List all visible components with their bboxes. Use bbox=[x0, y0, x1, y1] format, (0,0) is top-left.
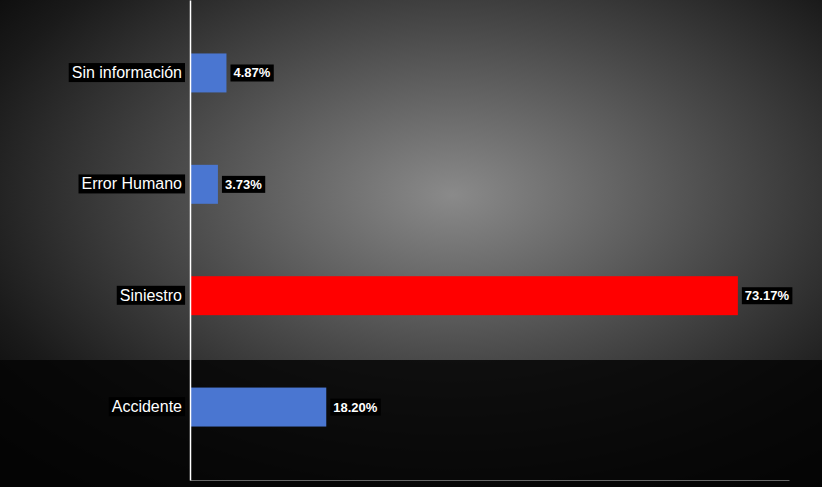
label-background bbox=[742, 287, 793, 304]
category-label: Sin información bbox=[72, 64, 182, 81]
data-label: 18.20% bbox=[333, 400, 378, 415]
category-label: Error Humano bbox=[82, 175, 183, 192]
data-label: 73.17% bbox=[745, 288, 790, 303]
data-label: 3.73% bbox=[225, 177, 262, 192]
label-background bbox=[222, 176, 265, 193]
y-axis-line bbox=[190, 1, 192, 481]
category-label: Siniestro bbox=[120, 287, 182, 304]
ground bbox=[0, 360, 822, 487]
bar bbox=[190, 53, 226, 92]
category-label: Accidente bbox=[112, 398, 182, 415]
label-background bbox=[330, 399, 381, 416]
bar bbox=[190, 388, 326, 427]
y-tick: Accidente bbox=[109, 397, 190, 416]
y-tick: Siniestro bbox=[117, 286, 190, 305]
y-axis: Sin información Error Humano Siniestro Acci… bbox=[69, 1, 191, 481]
label-background bbox=[117, 286, 185, 305]
data-label: 4.87% bbox=[233, 65, 270, 80]
bar bbox=[190, 276, 738, 315]
label-background bbox=[109, 397, 185, 416]
bars bbox=[190, 53, 738, 426]
x-axis bbox=[191, 480, 790, 481]
data-label-group: 18.20% bbox=[330, 399, 381, 416]
label-background bbox=[69, 63, 185, 82]
bar bbox=[190, 165, 218, 204]
label-background bbox=[79, 174, 186, 193]
y-tick: Error Humano bbox=[79, 174, 190, 193]
y-tick: Sin información bbox=[69, 63, 190, 82]
data-label-group: 4.87% bbox=[230, 64, 273, 81]
background bbox=[0, 0, 822, 487]
data-label-group: 3.73% bbox=[222, 176, 265, 193]
data-label-group: 73.17% bbox=[742, 287, 793, 304]
data-labels: 4.87% 3.73% 73.17% 18.20% bbox=[222, 64, 792, 415]
x-axis-line bbox=[191, 480, 790, 481]
label-background bbox=[230, 64, 273, 81]
chart: Sin información Error Humano Siniestro Acci… bbox=[0, 0, 822, 487]
